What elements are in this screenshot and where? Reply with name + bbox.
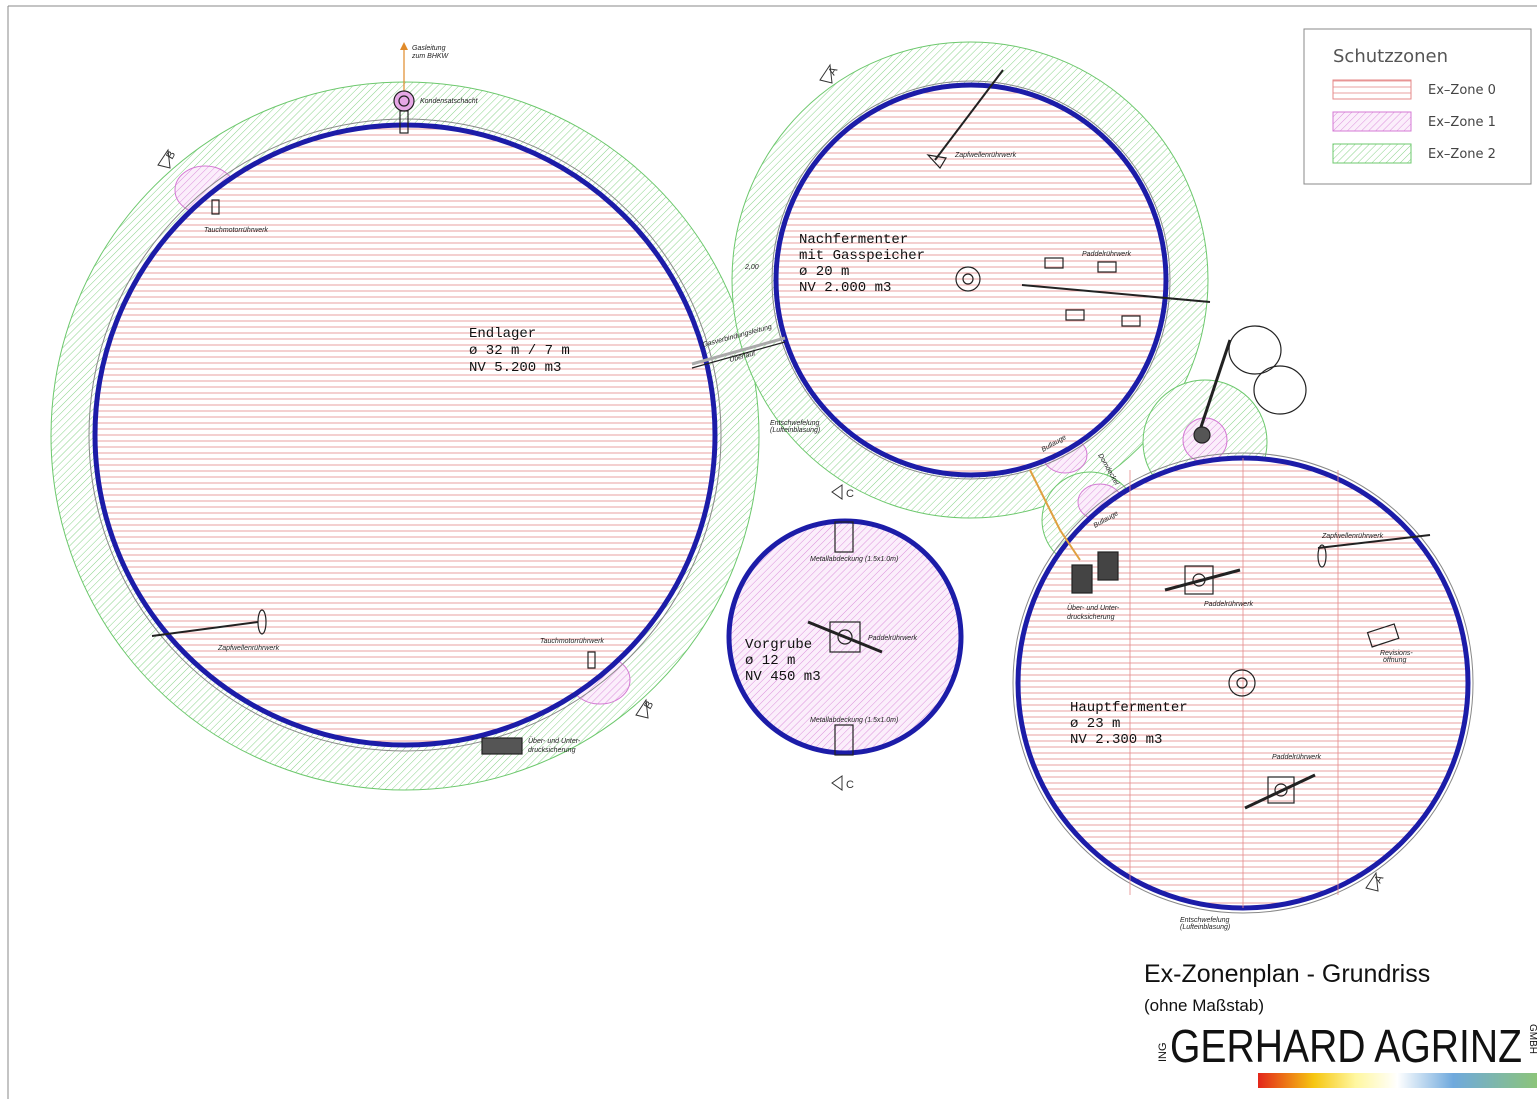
annotation: Tauchmotorrührwerk: [540, 638, 604, 645]
annotation: Gasleitung: [412, 45, 446, 52]
annotation: Entschwefelung: [1180, 917, 1230, 924]
tank-label: Vorgrube: [745, 637, 812, 653]
annotation: zum BHKW: [411, 53, 450, 60]
section-mark: B: [164, 149, 178, 161]
annotation: Metallabdeckung (1.5x1.0m): [810, 717, 898, 724]
annotation: öffnung: [1383, 657, 1406, 664]
tank-label: NV 5.200 m3: [469, 360, 561, 376]
section-mark: A: [826, 65, 840, 78]
annotation: drucksicherung: [1067, 614, 1115, 621]
annotation: (Lufteinblasung): [770, 427, 820, 434]
annotation: Metallabdeckung (1.5x1.0m): [810, 556, 898, 563]
section-mark: C: [846, 488, 854, 500]
frame: [7, 5, 1537, 1099]
logo-name: GERHARD AGRINZ: [1170, 1020, 1522, 1072]
tank-label: NV 2.000 m3: [799, 280, 891, 296]
logo-bar: [1258, 1073, 1537, 1088]
tank-label: ø 32 m / 7 m: [469, 343, 570, 359]
annotation: Paddelrührwerk: [1272, 754, 1322, 761]
legend-item: Ex–Zone 1: [1428, 115, 1496, 130]
legend: Schutzzonen Ex–Zone 0 Ex–Zone 1 Ex–Zone …: [1303, 28, 1532, 185]
legend-item: Ex–Zone 2: [1428, 147, 1496, 162]
tank-label: Hauptfermenter: [1070, 700, 1188, 716]
section-mark: C: [846, 779, 854, 791]
annotation: Revisions-: [1380, 650, 1413, 657]
tank-label: ø 23 m: [1070, 716, 1120, 732]
subtitle: (ohne Maßstab): [1144, 996, 1264, 1015]
tank-label: NV 2.300 m3: [1070, 732, 1162, 748]
legend-item: Ex–Zone 0: [1428, 83, 1496, 98]
section-mark: A: [1372, 873, 1386, 886]
annotation: Paddelrührwerk: [1082, 251, 1132, 258]
annotation: Über- und Unter-: [528, 737, 581, 745]
annotation: 2,00: [744, 264, 759, 271]
legend-title: Schutzzonen: [1333, 46, 1448, 67]
tank-label: Endlager: [469, 326, 536, 342]
tank-labels: Endlager ø 32 m / 7 m NV 5.200 m3 Nachfe…: [469, 232, 1188, 748]
tanks: [88, 80, 1474, 914]
tank-label: NV 450 m3: [745, 669, 821, 685]
annotation: Entschwefelung: [770, 420, 820, 427]
annotation: Über- und Unter-: [1067, 604, 1120, 612]
annotation: drucksicherung: [528, 747, 576, 754]
section-mark: B: [642, 699, 656, 711]
tank-label: ø 20 m: [799, 264, 849, 280]
annotation: Zapfwellenrührwerk: [954, 152, 1017, 159]
logo-prefix: ING: [1157, 1042, 1169, 1062]
title-block: Ex-Zonenplan - Grundriss (ohne Maßstab) …: [1144, 960, 1537, 1088]
annotation: Tauchmotorrührwerk: [204, 227, 268, 234]
tank-label: ø 12 m: [745, 653, 795, 669]
equipment: [151, 42, 1431, 810]
logo-suffix: GMBH: [1527, 1024, 1537, 1054]
annotation: Zapfwellenrührwerk: [217, 645, 280, 652]
annotation: Zapfwellenrührwerk: [1321, 533, 1384, 540]
tank-label: Nachfermenter: [799, 232, 908, 248]
annotation: Paddelrührwerk: [1204, 601, 1254, 608]
title: Ex-Zonenplan - Grundriss: [1144, 960, 1430, 988]
tank-label: mit Gasspeicher: [799, 248, 925, 264]
annotation: Kondensatschacht: [420, 98, 479, 105]
annotation: Paddelrührwerk: [868, 635, 918, 642]
annotation: (Lufteinblasung): [1180, 924, 1230, 931]
